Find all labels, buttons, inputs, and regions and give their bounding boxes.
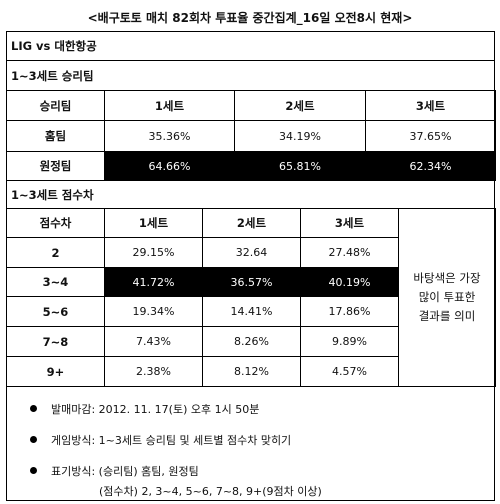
bullet-icon [30,467,37,474]
deadline-text: 발매마감: 2012. 11. 17(토) 오후 1시 50분 [51,402,260,416]
table-row: 홈팀 35.36% 34.19% 37.65% [6,120,496,152]
list-item: 표기방식: (승리팀) 홈팀, 원정팀 [30,455,291,486]
score-diff-table: 점수차 1세트 2세트 3세트 바탕색은 가장 많이 투표한 결과를 의미 2 … [6,208,496,387]
match-title: LIG vs 대한항공 [11,39,97,53]
header-cell: 1세트 [104,90,235,121]
table-row: 2 29.15% 32.64 27.48% [6,237,496,268]
value-cell: 17.86% [300,296,399,327]
notation-text: 표기방식: (승리팀) 홈팀, 원정팀 [51,464,199,478]
row-label: 3~4 [6,267,105,297]
page-title: <배구토토 매치 82회차 투표율 중간집계_16일 오전8시 현재> [87,11,413,25]
value-cell: 4.57% [300,356,399,387]
value-cell: 19.34% [104,296,203,327]
row-label: 7~8 [6,326,105,357]
header-cell: 3세트 [365,90,496,121]
table-header-row: 승리팀 1세트 2세트 3세트 [6,90,496,121]
value-cell: 8.26% [202,326,301,357]
win-team-table: 승리팀 1세트 2세트 3세트 홈팀 35.36% 34.19% 37.65% … [6,90,496,181]
bullet-icon [30,405,37,412]
table-header-row: 점수차 1세트 2세트 3세트 바탕색은 가장 많이 투표한 결과를 의미 [6,208,496,387]
value-cell: 7.43% [104,326,203,357]
header-cell: 2세트 [202,208,301,238]
value-cell: 2.38% [104,356,203,387]
value-cell: 37.65% [365,120,496,152]
row-label: 9+ [6,356,105,387]
row-label: 2 [6,237,105,268]
value-cell: 27.48% [300,237,399,268]
table-row: 3~4 41.72% 36.57% 40.19% [6,267,496,297]
value-cell: 35.36% [104,120,235,152]
value-cell-highlighted: 40.19% [300,267,399,297]
legend-note: 바탕색은 가장 많이 투표한 결과를 의미 [398,208,496,387]
header-cell: 점수차 [6,208,105,238]
bullet-icon [30,436,37,443]
value-cell-highlighted: 64.66% [104,151,235,181]
legend-note-line: 결과를 의미 [418,309,476,323]
header-cell: 승리팀 [6,90,105,121]
table-row: 5~6 19.34% 14.41% 17.86% [6,296,496,327]
section2-heading: 1~3세트 점수차 [11,188,94,202]
value-cell-highlighted: 65.81% [234,151,366,181]
value-cell: 9.89% [300,326,399,357]
value-cell: 34.19% [234,120,366,152]
header-cell: 1세트 [104,208,203,238]
info-list: 발매마감: 2012. 11. 17(토) 오후 1시 50분 게임방식: 1~… [30,393,291,486]
row-label: 원정팀 [6,151,105,181]
legend-note-line: 바탕색은 가장 [413,271,481,285]
score-diff-notation: (점수차) 2, 3~4, 5~6, 7~8, 9+(9점차 이상) [99,485,322,498]
value-cell-highlighted: 41.72% [104,267,203,297]
table-row: 9+ 2.38% 8.12% 4.57% [6,356,496,387]
list-item: 게임방식: 1~3세트 승리팀 및 세트별 점수차 맞히기 [30,424,291,455]
header-cell: 3세트 [300,208,399,238]
value-cell-highlighted: 36.57% [202,267,301,297]
row-label: 홈팀 [6,120,105,152]
list-item: 발매마감: 2012. 11. 17(토) 오후 1시 50분 [30,393,291,424]
value-cell: 29.15% [104,237,203,268]
row-label: 5~6 [6,296,105,327]
value-cell-highlighted: 62.34% [365,151,496,181]
value-cell: 8.12% [202,356,301,387]
divider [6,60,495,61]
value-cell: 14.41% [202,296,301,327]
game-method-text: 게임방식: 1~3세트 승리팀 및 세트별 점수차 맞히기 [51,433,292,447]
table-row: 원정팀 64.66% 65.81% 62.34% [6,151,496,181]
header-cell: 2세트 [234,90,366,121]
table-row: 7~8 7.43% 8.26% 9.89% [6,326,496,357]
legend-note-line: 많이 투표한 [418,290,476,304]
value-cell: 32.64 [202,237,301,268]
section1-heading: 1~3세트 승리팀 [11,69,94,83]
